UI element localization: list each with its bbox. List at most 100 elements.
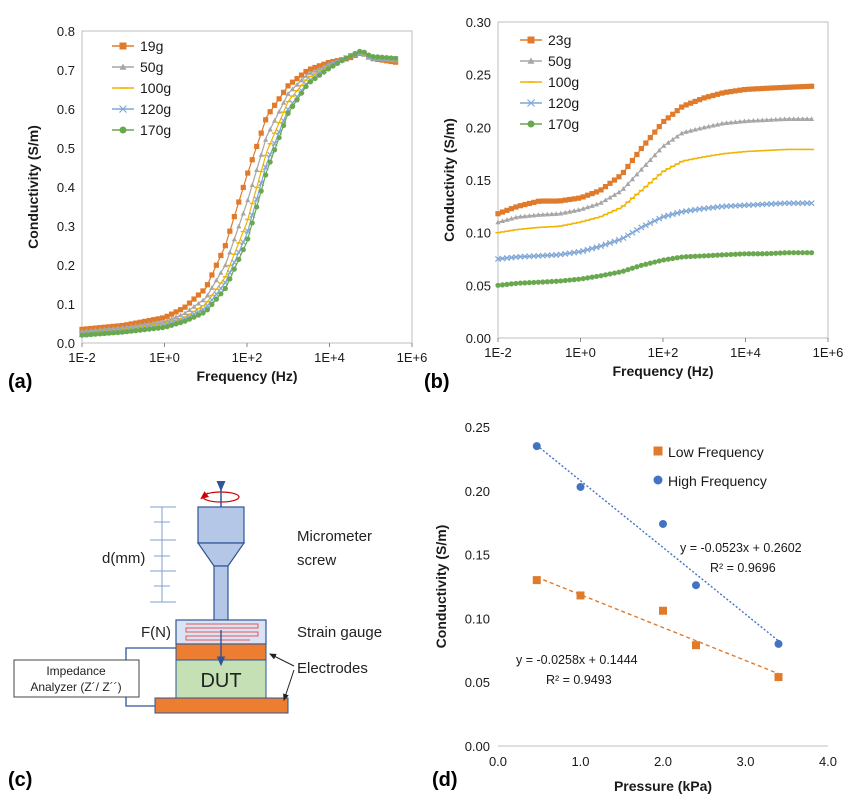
ruler: [150, 506, 176, 603]
data-point: [607, 271, 613, 277]
data-point: [160, 319, 166, 324]
y-tick-label: 0.25: [465, 420, 490, 435]
data-point: [280, 100, 287, 105]
data-point: [768, 117, 774, 122]
y-tick-label: 0.15: [465, 548, 490, 563]
data-point: [777, 250, 783, 256]
data-point: [294, 97, 300, 103]
data-point: [607, 194, 613, 200]
data-point: [634, 264, 640, 270]
data-point: [759, 251, 765, 257]
data-point: [602, 197, 609, 203]
data-point: [737, 87, 743, 93]
data-point: [562, 197, 568, 203]
data-point: [307, 79, 314, 85]
data-point: [755, 251, 761, 257]
data-point: [168, 316, 175, 321]
x-tick-label: 1E+6: [397, 350, 428, 365]
x-tick-label: 1E+4: [730, 345, 761, 360]
data-point: [611, 238, 618, 245]
data-point: [177, 312, 184, 318]
data-point: [553, 211, 559, 216]
data-point: [289, 79, 296, 85]
data-point: [495, 219, 501, 225]
data-point: [222, 285, 228, 292]
series-50g: [495, 116, 815, 225]
data-point: [795, 200, 802, 207]
data-point: [137, 327, 143, 333]
data-point: [602, 184, 609, 190]
data-point: [750, 86, 756, 92]
data-point: [625, 267, 631, 273]
data-point: [236, 223, 242, 229]
data-point: [249, 182, 255, 188]
data-point: [558, 210, 564, 216]
trend-equation: y = -0.0523x + 0.2602: [680, 541, 802, 555]
data-point: [526, 200, 532, 207]
data-point: [773, 85, 779, 91]
data-point: [218, 252, 224, 259]
data-point: [665, 115, 671, 121]
data-point: [580, 247, 587, 254]
data-point: [321, 69, 327, 75]
data-point: [553, 278, 559, 284]
y-tick-label: 0.5: [57, 141, 75, 156]
data-point: [786, 200, 793, 207]
data-point: [263, 117, 269, 123]
data-point: [688, 100, 694, 106]
data-point: [737, 118, 743, 124]
panel-label-c: (c): [8, 769, 32, 791]
y-tick-label: 0.20: [466, 120, 491, 135]
legend-marker: [653, 446, 663, 456]
series-170g: [79, 48, 399, 338]
data-point: [124, 329, 130, 335]
series-line: [81, 51, 396, 330]
series-line: [81, 51, 396, 334]
data-point: [696, 125, 703, 131]
data-point: [388, 55, 394, 61]
data-point: [774, 673, 783, 682]
legend-marker: [119, 105, 127, 113]
data-point: [276, 108, 282, 114]
data-point: [289, 86, 296, 92]
data-point: [151, 320, 157, 326]
data-point: [267, 159, 273, 165]
data-point: [240, 247, 246, 253]
series-line: [81, 51, 396, 336]
y-tick-label: 0.05: [466, 278, 491, 293]
data-point: [272, 102, 278, 108]
data-point: [688, 253, 694, 260]
data-point: [499, 209, 506, 215]
panel-label-a: (a): [8, 371, 32, 393]
data-point: [659, 606, 667, 615]
data-point: [173, 321, 179, 327]
data-point: [508, 215, 515, 221]
legend-label: 19g: [140, 38, 163, 54]
data-point: [191, 314, 197, 320]
data-point: [774, 639, 783, 648]
data-point: [562, 277, 568, 284]
data-point: [254, 204, 260, 210]
data-point: [629, 265, 635, 271]
data-point: [168, 311, 175, 317]
data-point: [83, 328, 90, 333]
data-point: [294, 76, 300, 82]
data-point: [670, 136, 676, 142]
data-point: [164, 313, 170, 319]
data-point: [370, 53, 376, 60]
data-point: [213, 277, 219, 283]
series-23g: [495, 83, 815, 217]
data-point: [361, 49, 367, 55]
data-point: [227, 228, 233, 234]
data-point: [723, 252, 730, 258]
data-point: [535, 198, 541, 204]
data-point: [616, 174, 622, 180]
data-point: [799, 200, 806, 207]
data-point: [598, 273, 604, 279]
data-point: [782, 116, 788, 122]
data-point: [643, 261, 649, 267]
legend-marker: [527, 57, 535, 64]
y-tick-label: 0.05: [465, 675, 490, 690]
data-point: [227, 249, 233, 255]
data-point: [584, 204, 591, 210]
